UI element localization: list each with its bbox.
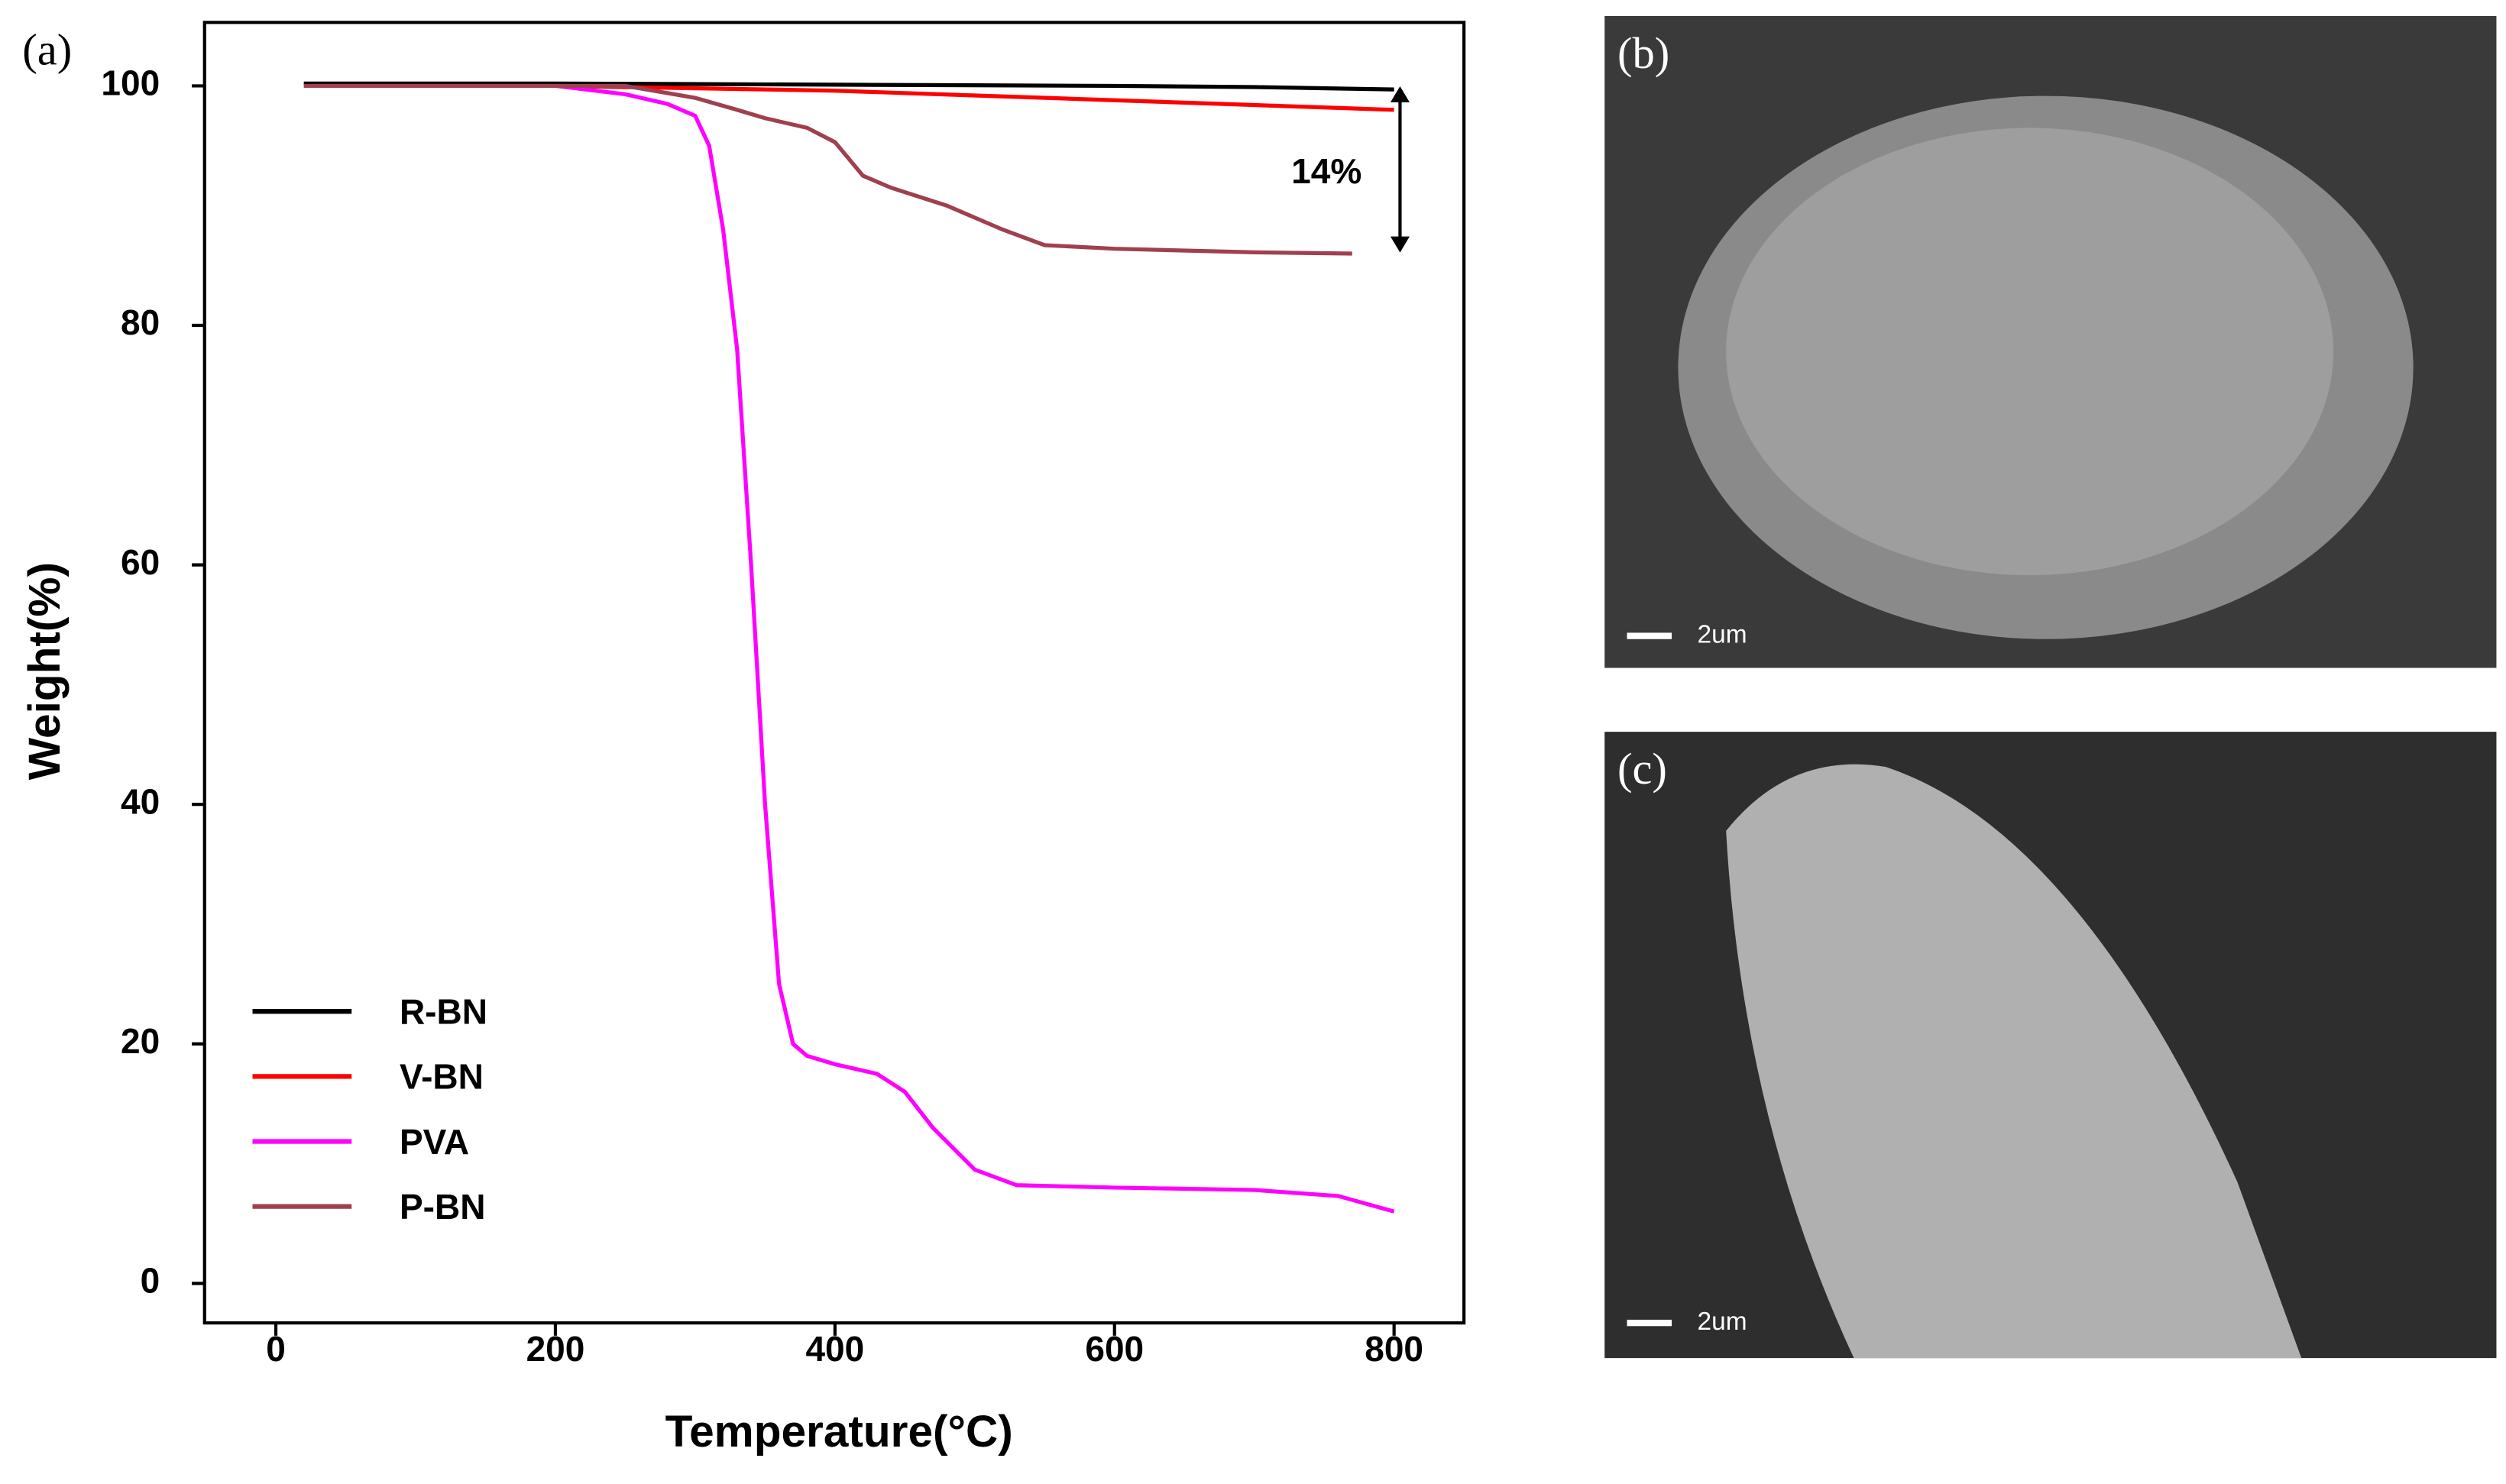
scale-bar-label: 2um: [1698, 620, 1747, 648]
annotation: 14%: [1291, 151, 1361, 191]
data-line: [555, 83, 1395, 1214]
sem-image-b: [1604, 15, 2497, 668]
annotation-arrow: [1390, 86, 1410, 253]
x-tick-label: 0: [266, 1329, 286, 1369]
data-line: [303, 81, 1394, 92]
y-tick-label: 100: [101, 63, 160, 103]
y-tick-label: 40: [121, 781, 160, 821]
legend-label: PVA: [400, 1122, 469, 1162]
legend-label: P-BN: [400, 1187, 485, 1227]
image-label: (b): [1617, 28, 1669, 78]
y-axis-label: Weight(%): [20, 562, 70, 780]
x-tick-label: 600: [1085, 1329, 1144, 1369]
y-tick-label: 60: [121, 542, 160, 582]
x-tick-label: 200: [526, 1329, 585, 1369]
y-tick-label: 80: [121, 302, 160, 342]
sem-image-c: [1604, 732, 2497, 1359]
y-tick-label: 0: [141, 1261, 160, 1301]
panel-label: (a): [22, 25, 72, 75]
x-tick-label: 800: [1365, 1329, 1423, 1369]
plot-frame: [202, 21, 1466, 1325]
data-line: [310, 83, 1394, 112]
scale-bar-label: 2um: [1698, 1308, 1747, 1336]
image-label: (c): [1617, 744, 1667, 794]
y-tick-label: 20: [121, 1021, 160, 1061]
x-axis-label: Temperature(°C): [665, 1407, 1013, 1457]
x-tick-label: 400: [805, 1329, 864, 1369]
legend-label: V-BN: [400, 1057, 484, 1097]
legend-label: R-BN: [400, 992, 487, 1032]
data-line: [303, 83, 1352, 256]
